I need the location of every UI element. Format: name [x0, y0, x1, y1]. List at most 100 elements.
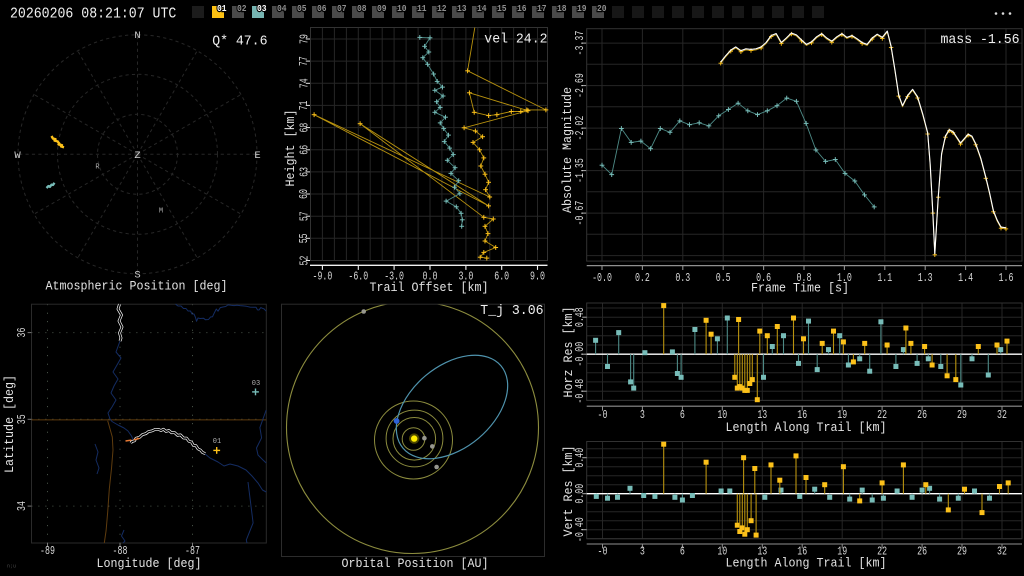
svg-text:17: 17 [537, 3, 547, 14]
svg-text:Height [km]: Height [km] [283, 110, 298, 187]
svg-text:07: 07 [337, 3, 347, 14]
svg-text:03: 03 [257, 3, 267, 14]
svg-text:-2.69: -2.69 [573, 73, 587, 98]
svg-text:0.5: 0.5 [716, 271, 731, 285]
svg-text:15: 15 [497, 3, 507, 14]
svg-text:-0.00: -0.00 [573, 342, 587, 367]
svg-text:-3.37: -3.37 [573, 31, 587, 56]
svg-text:13: 13 [757, 408, 767, 422]
svg-text:-0.0: -0.0 [592, 271, 612, 285]
svg-text:6: 6 [680, 544, 685, 558]
svg-text:13: 13 [457, 3, 467, 14]
svg-text:18: 18 [557, 3, 567, 14]
svg-text:-0.40: -0.40 [573, 517, 587, 542]
svg-text:79: 79 [297, 34, 311, 44]
svg-text:10: 10 [717, 544, 727, 558]
svg-text:09: 09 [377, 3, 387, 14]
svg-text:mass -1.56: mass -1.56 [941, 32, 1020, 48]
svg-text:03: 03 [252, 380, 260, 388]
svg-text:Latitude [deg]: Latitude [deg] [2, 375, 17, 473]
svg-text:0.8: 0.8 [797, 271, 812, 285]
svg-text:Q* 47.6: Q* 47.6 [212, 34, 267, 50]
svg-text:34: 34 [15, 501, 29, 511]
svg-text:02: 02 [237, 3, 247, 14]
svg-text:74: 74 [297, 78, 311, 88]
svg-text:-0.48: -0.48 [573, 379, 587, 404]
svg-text:0.40: 0.40 [573, 448, 587, 468]
svg-text:T_j 3.06: T_j 3.06 [480, 303, 543, 319]
svg-text:6.0: 6.0 [494, 270, 509, 284]
svg-text:0.6: 0.6 [756, 271, 771, 285]
svg-text:55: 55 [297, 233, 311, 243]
svg-text:11: 11 [417, 3, 427, 14]
svg-text:1.1: 1.1 [877, 271, 892, 285]
svg-text:-89: -89 [40, 544, 55, 558]
svg-text:6: 6 [680, 408, 685, 422]
svg-text:Length Along Trail [km]: Length Along Trail [km] [726, 555, 887, 570]
svg-text:M: M [159, 208, 163, 216]
svg-text:13: 13 [757, 544, 767, 558]
svg-text:-3.0: -3.0 [384, 270, 404, 284]
svg-text:Vert Res [km]: Vert Res [km] [561, 446, 576, 537]
svg-text:0.3: 0.3 [675, 271, 690, 285]
svg-text:60: 60 [297, 189, 311, 199]
svg-text:1.3: 1.3 [918, 271, 933, 285]
svg-text:Atmospheric Position [deg]: Atmospheric Position [deg] [46, 278, 228, 293]
svg-text:-2.02: -2.02 [573, 116, 587, 141]
svg-text:Z: Z [134, 150, 140, 162]
svg-text:57: 57 [297, 211, 311, 221]
svg-text:01: 01 [217, 3, 227, 14]
svg-text:-6.0: -6.0 [348, 270, 368, 284]
svg-text:05: 05 [297, 3, 307, 14]
svg-text:04: 04 [277, 3, 287, 14]
svg-text:R: R [95, 163, 100, 171]
svg-text:19: 19 [837, 408, 847, 422]
svg-text:19: 19 [577, 3, 587, 14]
svg-text:29: 29 [957, 408, 967, 422]
svg-text:29: 29 [957, 544, 967, 558]
svg-text:35: 35 [15, 414, 29, 424]
svg-text:n;u: n;u [7, 564, 16, 570]
svg-text:3: 3 [640, 544, 645, 558]
svg-text:vel 24.2: vel 24.2 [484, 32, 547, 48]
svg-text:-88: -88 [113, 544, 128, 558]
svg-text:20: 20 [597, 3, 607, 14]
svg-text:19: 19 [837, 544, 847, 558]
svg-text:Frame Time [s]: Frame Time [s] [751, 281, 849, 296]
svg-text:22: 22 [877, 408, 887, 422]
svg-text:16: 16 [797, 408, 807, 422]
svg-text:16: 16 [517, 3, 527, 14]
svg-text:3: 3 [640, 408, 645, 422]
svg-text:1.0: 1.0 [837, 271, 852, 285]
svg-text:06: 06 [317, 3, 327, 14]
svg-text:01: 01 [213, 438, 221, 446]
svg-text:-9.0: -9.0 [313, 270, 333, 284]
svg-text:36: 36 [15, 328, 29, 338]
svg-text:71: 71 [297, 101, 311, 111]
svg-text:S: S [134, 269, 140, 281]
svg-text:Length Along Trail [km]: Length Along Trail [km] [726, 420, 887, 435]
svg-text:Horz Res [km]: Horz Res [km] [561, 307, 576, 398]
svg-text:W: W [14, 150, 21, 162]
svg-text:66: 66 [297, 145, 311, 155]
svg-text:10: 10 [717, 408, 727, 422]
svg-text:Orbital Position [AU]: Orbital Position [AU] [342, 556, 489, 571]
svg-text:-0: -0 [598, 544, 608, 558]
svg-text:77: 77 [297, 56, 311, 66]
svg-text:08: 08 [357, 3, 367, 14]
svg-text:63: 63 [297, 167, 311, 177]
svg-text:1.4: 1.4 [958, 271, 973, 285]
svg-text:-1.35: -1.35 [573, 158, 587, 183]
svg-text:22: 22 [877, 544, 887, 558]
svg-text:12: 12 [437, 3, 447, 14]
svg-text:N: N [134, 30, 140, 42]
svg-text:10: 10 [397, 3, 407, 14]
svg-text:32: 32 [997, 408, 1007, 422]
svg-text:68: 68 [297, 123, 311, 133]
svg-text:26: 26 [917, 408, 927, 422]
svg-text:3.0: 3.0 [458, 270, 473, 284]
svg-text:26: 26 [917, 544, 927, 558]
svg-text:9.0: 9.0 [530, 270, 545, 284]
svg-text:Trail Offset [km]: Trail Offset [km] [370, 280, 489, 295]
svg-text:0.2: 0.2 [635, 271, 650, 285]
